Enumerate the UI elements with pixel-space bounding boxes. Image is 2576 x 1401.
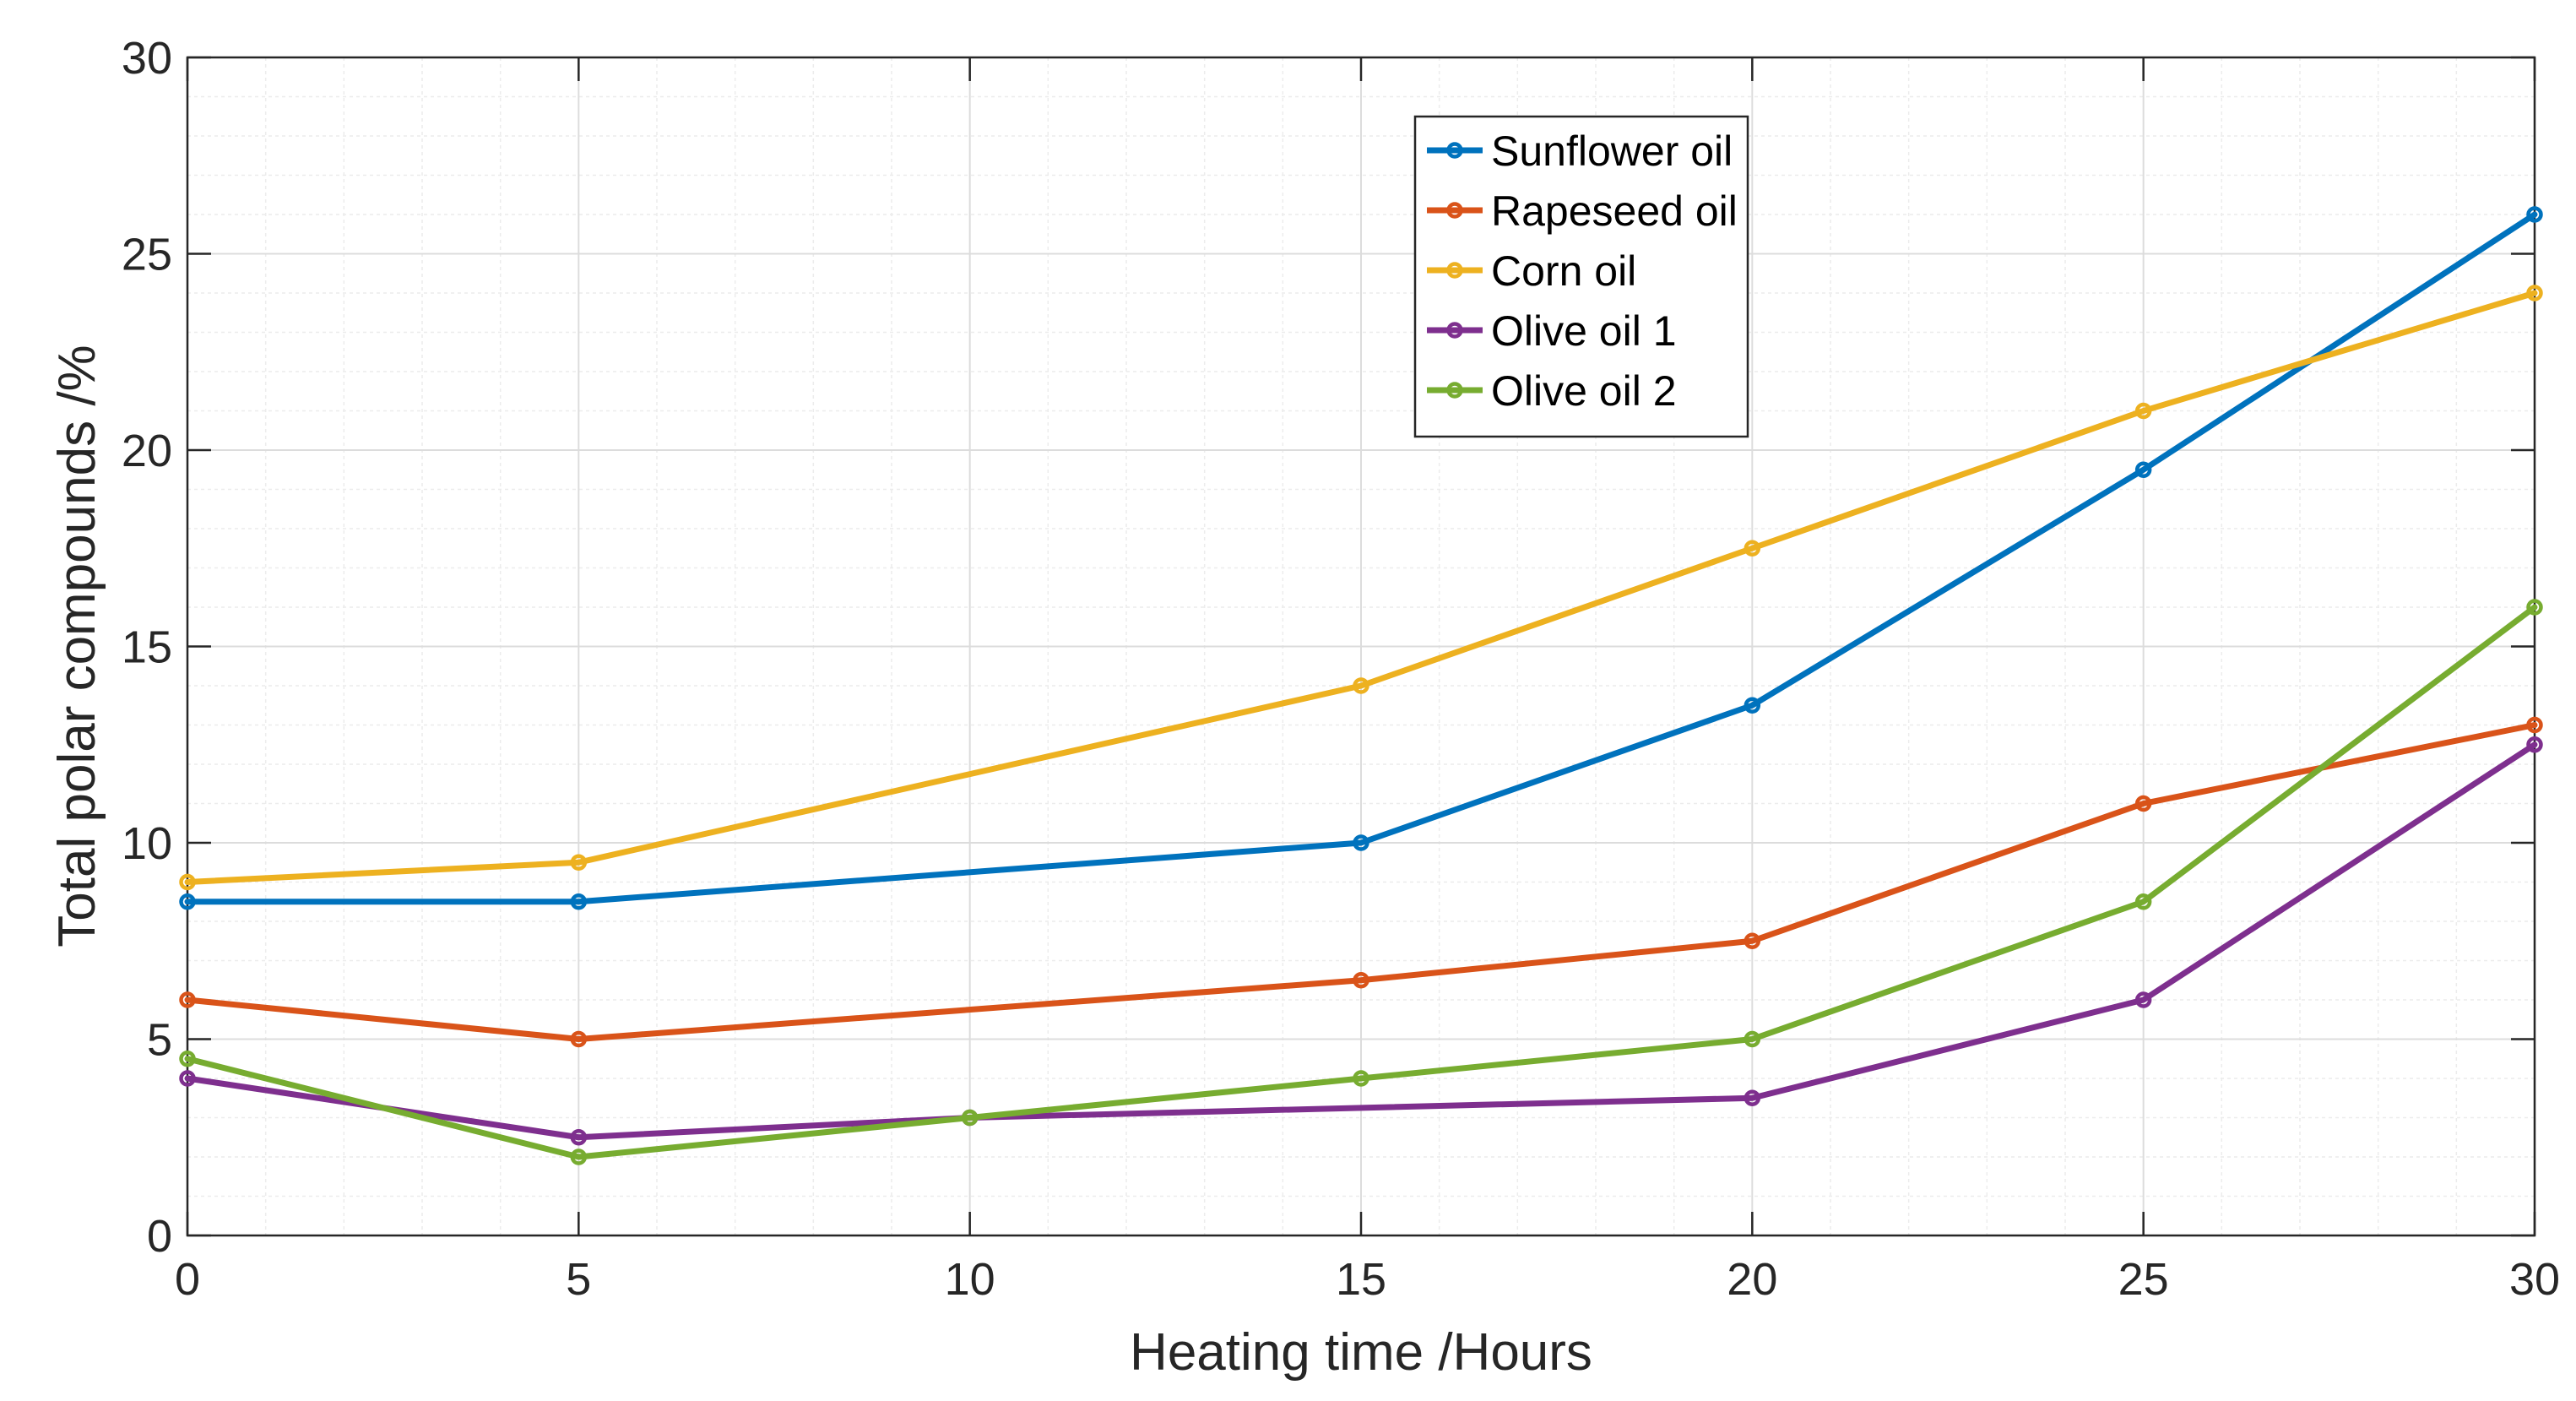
data-point-rapeseed-oil [2134, 795, 2152, 812]
y-tick-label: 5 [147, 1015, 172, 1066]
series-line-olive-oil-1 [184, 741, 2538, 1141]
legend: Sunflower oil Rapeseed oil Corn oil Olive o… [1413, 115, 1749, 438]
legend-label: Rapeseed oil [1491, 187, 1738, 235]
data-point-olive-oil-2 [179, 1051, 196, 1067]
legend-label: Corn oil [1491, 247, 1636, 295]
data-point-sunflower-oil [570, 893, 588, 910]
data-point-rapeseed-oil [1353, 972, 1369, 989]
x-tick-label: 15 [1336, 1254, 1386, 1305]
series-corn-oil [179, 285, 2543, 891]
x-tick-label: 30 [2509, 1254, 2560, 1305]
data-point-olive-oil-2 [2526, 599, 2543, 616]
series-line-rapeseed-oil [184, 722, 2538, 1042]
y-tick-label: 30 [122, 33, 172, 84]
series-olive-oil-2 [179, 599, 2543, 1165]
legend-swatch-marker [1446, 322, 1463, 339]
series-line-olive-oil-2 [184, 604, 2538, 1160]
legend-item-sunflower-oil: Sunflower oil [1427, 128, 1733, 175]
data-point-rapeseed-oil [179, 991, 196, 1008]
x-tick-label: 20 [1727, 1254, 1777, 1305]
data-point-olive-oil-2 [1744, 1030, 1761, 1048]
data-point-olive-oil-2 [570, 1148, 588, 1165]
data-point-olive-oil-1 [179, 1070, 196, 1087]
data-point-olive-oil-1 [2134, 991, 2152, 1008]
y-tick-label: 15 [122, 622, 172, 673]
legend-label: Olive oil 2 [1491, 367, 1677, 415]
data-point-sunflower-oil [1353, 834, 1369, 851]
data-point-corn-oil [2134, 402, 2152, 420]
axis-ticks: 0 5 10 15 20 25 30 0 5 10 15 20 25 30 [122, 33, 2560, 1305]
legend-label: Sunflower oil [1491, 128, 1733, 175]
data-point-corn-oil [179, 873, 196, 891]
x-tick-label: 25 [2118, 1254, 2169, 1305]
legend-swatch-marker [1446, 142, 1463, 159]
data-point-olive-oil-1 [2526, 736, 2543, 753]
series-line-corn-oil [184, 290, 2538, 885]
data-point-olive-oil-1 [1744, 1089, 1761, 1106]
data-point-rapeseed-oil [570, 1030, 588, 1048]
x-tick-label: 0 [175, 1254, 200, 1305]
data-point-olive-oil-2 [961, 1109, 979, 1127]
legend-box [1413, 115, 1749, 438]
data-point-sunflower-oil [2526, 206, 2543, 223]
data-point-olive-oil-2 [1353, 1070, 1369, 1087]
data-point-sunflower-oil [1744, 697, 1761, 714]
data-point-olive-oil-2 [2134, 893, 2152, 910]
data-point-sunflower-oil [2134, 461, 2152, 478]
x-tick-label: 5 [566, 1254, 591, 1305]
legend-item-rapeseed-oil: Rapeseed oil [1427, 187, 1738, 235]
x-tick-label: 10 [945, 1254, 995, 1305]
legend-item-olive-oil-1: Olive oil 1 [1427, 307, 1677, 355]
data-point-corn-oil [2526, 285, 2543, 301]
data-point-olive-oil-1 [570, 1129, 588, 1146]
series-group [179, 206, 2543, 1165]
legend-swatch-marker [1446, 202, 1463, 219]
legend-label: Olive oil 1 [1491, 307, 1677, 355]
series-sunflower-oil [179, 206, 2543, 910]
legend-item-corn-oil: Corn oil [1427, 247, 1636, 295]
data-point-corn-oil [570, 854, 588, 871]
data-point-sunflower-oil [179, 893, 196, 910]
x-axis-label: Heating time /Hours [1130, 1323, 1592, 1382]
data-point-corn-oil [1353, 677, 1369, 694]
data-point-rapeseed-oil [2526, 716, 2543, 734]
series-olive-oil-1 [179, 736, 2543, 1146]
y-tick-label: 25 [122, 230, 172, 280]
y-tick-label: 0 [147, 1211, 172, 1262]
series-line-sunflower-oil [184, 211, 2538, 905]
y-tick-label: 20 [122, 426, 172, 476]
y-axis-label: Total polar compounds /% [48, 345, 106, 947]
data-point-corn-oil [1744, 540, 1761, 557]
series-rapeseed-oil [179, 716, 2543, 1048]
legend-swatch-marker [1446, 382, 1463, 399]
y-tick-label: 10 [122, 818, 172, 869]
legend-swatch-marker [1446, 262, 1463, 279]
data-point-rapeseed-oil [1744, 932, 1761, 949]
legend-item-olive-oil-2: Olive oil 2 [1427, 367, 1677, 415]
